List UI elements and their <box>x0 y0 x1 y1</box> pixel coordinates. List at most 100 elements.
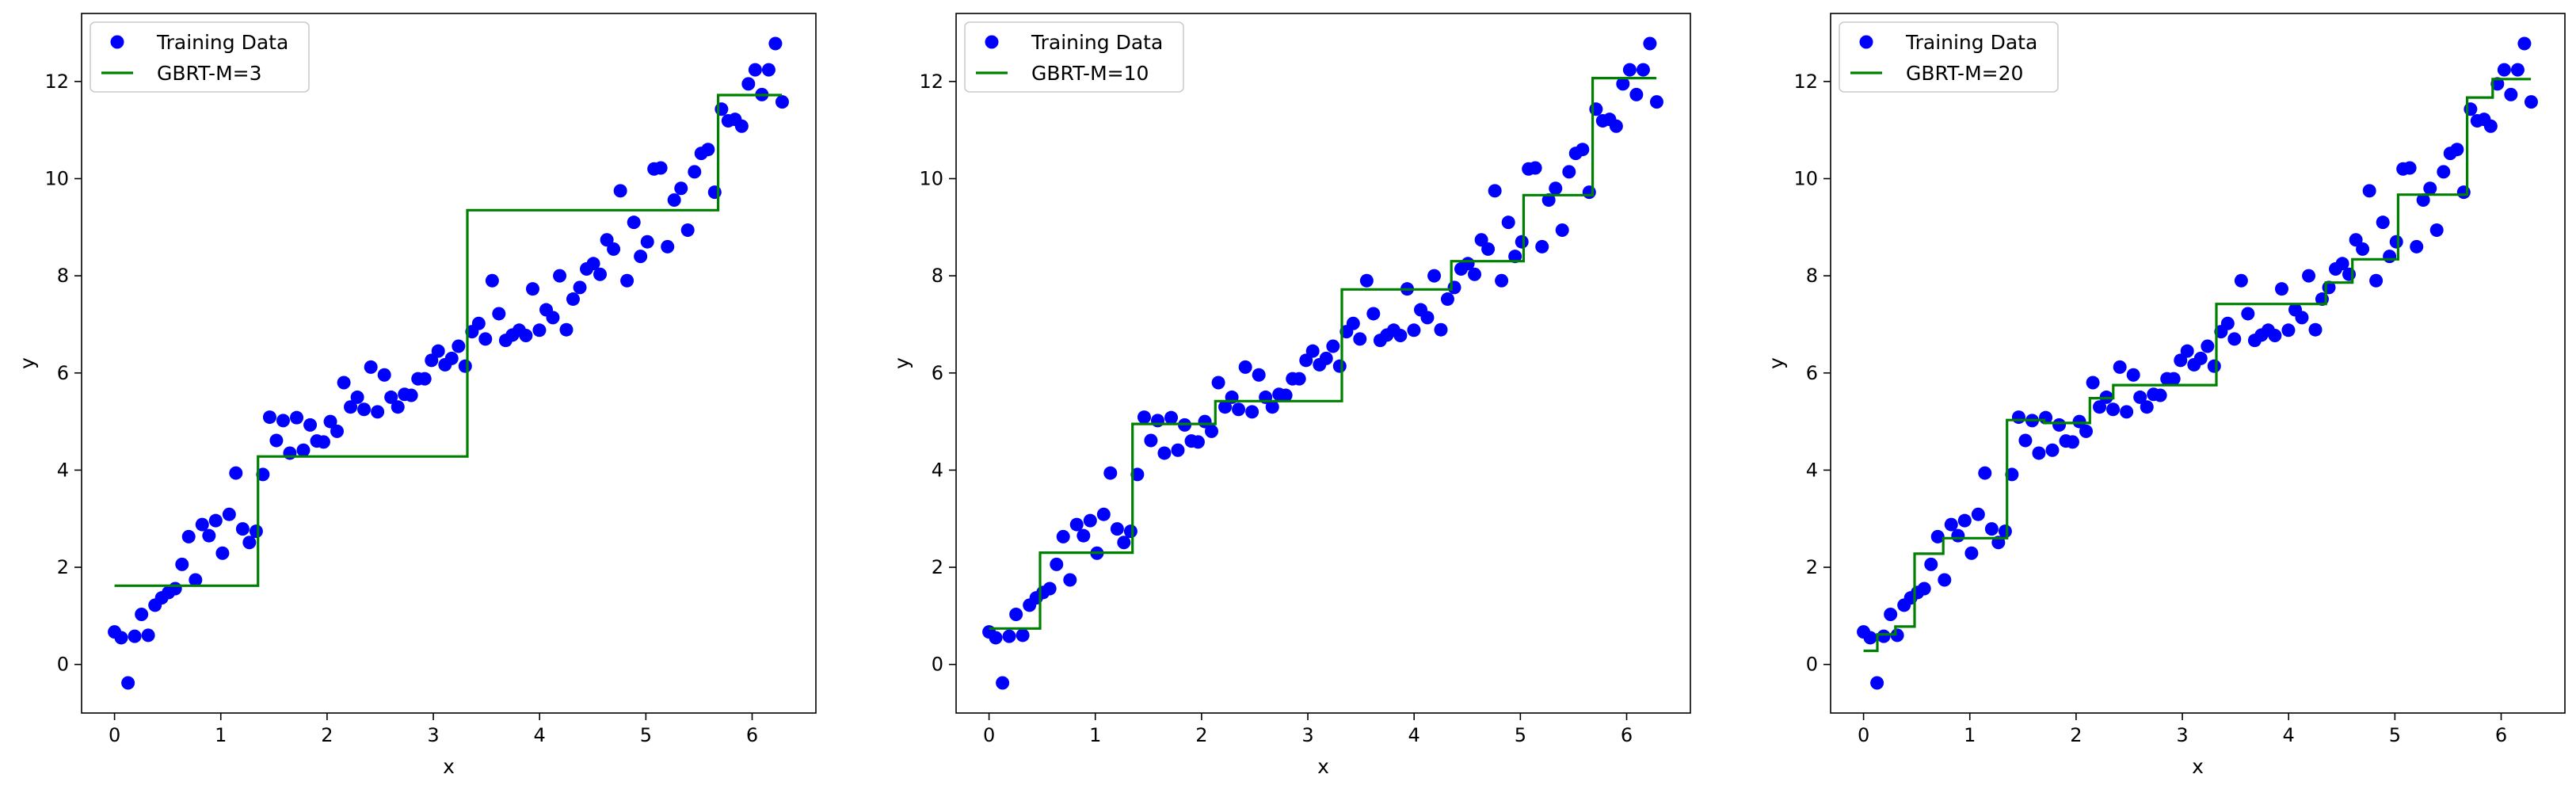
training-data-point <box>269 433 284 448</box>
training-data-point <box>283 446 297 460</box>
training-data-point <box>2193 351 2208 365</box>
training-data-point <box>1069 517 1084 532</box>
x-tick-label: 2 <box>321 724 333 746</box>
x-tick-label: 3 <box>2176 724 2188 746</box>
legend-marker-training-data <box>985 35 999 49</box>
legend-label-training-data: Training Data <box>1031 31 1163 54</box>
training-data-point <box>1205 424 1219 438</box>
training-data-point <box>2133 390 2147 404</box>
training-data-point <box>202 528 216 543</box>
training-data-point <box>775 95 789 109</box>
training-data-point <box>2180 344 2194 358</box>
y-axis-label: y <box>16 357 39 369</box>
training-data-point <box>1957 513 1972 528</box>
y-tick-label: 8 <box>57 265 69 287</box>
training-data-point <box>1890 628 1904 643</box>
training-data-point <box>1191 435 1205 449</box>
y-tick-label: 4 <box>1806 459 1818 481</box>
training-data-point <box>2403 161 2417 175</box>
training-data-point <box>2045 443 2060 457</box>
training-data-point <box>2308 322 2323 337</box>
training-data-point <box>1917 582 1931 596</box>
training-data-point <box>661 239 675 254</box>
training-data-point <box>1157 446 1172 460</box>
training-data-point <box>1009 608 1023 622</box>
training-data-point <box>1649 95 1663 109</box>
training-data-point <box>1541 193 1556 207</box>
x-axis-label: x <box>443 755 455 778</box>
legend-box <box>90 21 310 93</box>
training-data-point <box>2079 424 2094 438</box>
training-data-point <box>458 359 472 373</box>
training-data-point <box>384 390 398 404</box>
training-data-point <box>1016 628 1030 643</box>
training-data-point <box>1984 522 1999 536</box>
training-data-point <box>1144 433 1158 448</box>
x-tick-label: 5 <box>640 724 652 746</box>
gbrt-prediction-line <box>989 76 1657 630</box>
training-data-point <box>2464 102 2478 116</box>
training-data-point <box>2227 332 2242 346</box>
legend-box <box>964 21 1184 93</box>
training-data-point <box>1292 372 1306 386</box>
training-data-point <box>2517 36 2532 51</box>
training-data-point <box>1077 528 1091 543</box>
training-data-point <box>2274 282 2288 296</box>
y-axis-label: y <box>1765 357 1788 369</box>
x-tick-label: 6 <box>2495 724 2507 746</box>
training-data-point <box>181 529 196 543</box>
training-data-point <box>519 329 533 343</box>
training-data-point <box>559 322 574 337</box>
training-data-point <box>2302 269 2316 283</box>
training-data-point <box>1103 466 1118 480</box>
y-tick-label: 8 <box>932 265 943 287</box>
training-data-point <box>1978 466 1992 480</box>
training-data-point <box>1420 311 1435 325</box>
training-data-point <box>620 273 634 288</box>
training-data-point <box>2349 233 2363 247</box>
training-data-point <box>1582 185 1596 200</box>
x-tick-label: 4 <box>2283 724 2295 746</box>
training-data-point <box>1884 608 1898 622</box>
y-tick-label: 10 <box>919 167 943 189</box>
training-data-point <box>1562 165 1576 179</box>
training-data-point <box>2281 323 2296 337</box>
training-data-point <box>1528 161 1542 175</box>
training-data-point <box>330 424 345 438</box>
training-data-point <box>2416 193 2430 207</box>
training-data-point <box>2437 165 2451 179</box>
training-data-point <box>391 400 405 414</box>
x-tick-label: 0 <box>1858 724 1869 746</box>
training-data-point <box>2423 181 2437 196</box>
training-data-point <box>640 235 654 249</box>
training-data-point <box>2268 329 2282 343</box>
y-tick-label: 6 <box>57 362 69 384</box>
training-data-point <box>290 410 304 425</box>
training-data-point <box>1123 524 1137 539</box>
training-data-point <box>2201 339 2215 353</box>
training-data-point <box>1238 360 1252 374</box>
x-tick-label: 2 <box>2070 724 2082 746</box>
training-data-point <box>485 273 499 288</box>
training-data-point <box>634 250 648 264</box>
training-data-point <box>1359 273 1374 288</box>
training-data-point <box>1622 63 1637 77</box>
training-data-point <box>1643 36 1657 51</box>
training-data-point <box>431 344 445 358</box>
training-data-point <box>371 405 385 419</box>
x-axis-label: x <box>1317 755 1329 778</box>
training-data-point <box>2052 418 2067 432</box>
training-data-point <box>1319 351 1333 365</box>
training-data-point <box>2093 400 2107 414</box>
training-data-point <box>1407 323 1421 337</box>
training-data-point <box>2295 311 2309 325</box>
training-data-point <box>1440 292 1454 307</box>
training-data-point <box>593 267 608 281</box>
training-data-point <box>1117 536 1131 550</box>
plot-area <box>108 36 789 690</box>
legend: Training Data GBRT-M=10 <box>964 21 1184 93</box>
training-data-point <box>1629 87 1644 101</box>
training-data-point <box>316 435 330 449</box>
